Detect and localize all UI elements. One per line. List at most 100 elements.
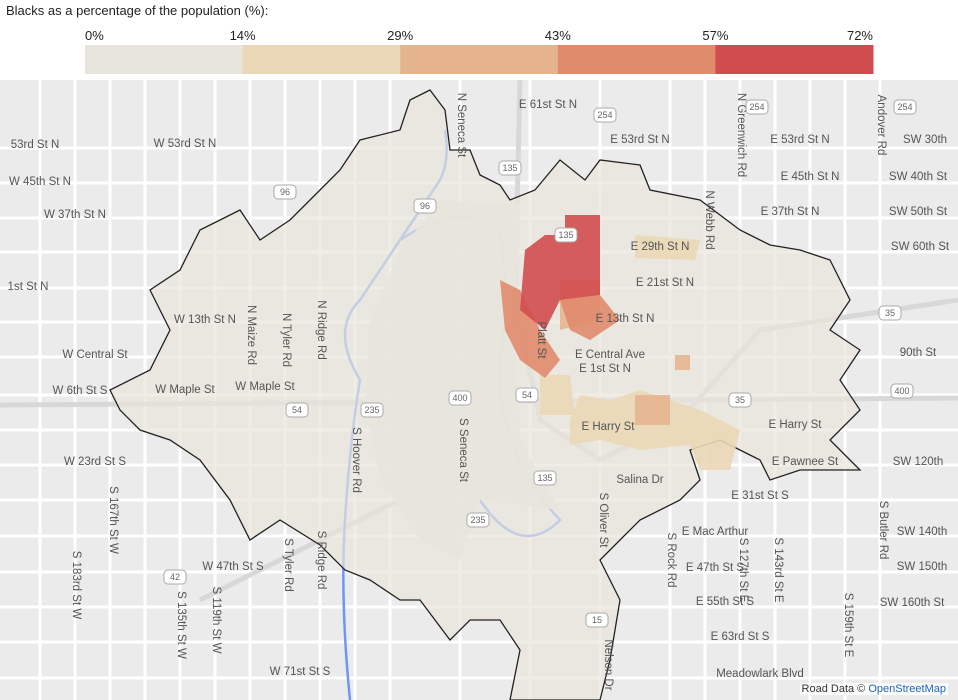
- route-number: 254: [749, 102, 764, 112]
- street-label: 1st St N: [8, 281, 49, 293]
- route-number: 400: [452, 393, 467, 403]
- street-label: Meadowlark Blvd: [716, 668, 804, 680]
- street-label: E 31st St S: [731, 490, 789, 502]
- tract: [570, 390, 740, 470]
- street-label: E Harry St: [768, 419, 822, 431]
- street-label: E 61st St N: [519, 99, 577, 111]
- route-number: 96: [280, 187, 290, 197]
- street-label: E Mac Arthur: [682, 526, 749, 538]
- street-label: E Harry St: [581, 421, 635, 433]
- route-shield: [593, 107, 617, 123]
- street-label: W Maple St: [155, 384, 215, 396]
- route-number: 235: [470, 515, 485, 525]
- street-label: SW 120th: [893, 456, 944, 468]
- street-label: E 63rd St S: [711, 631, 770, 643]
- route-shield: [585, 612, 609, 628]
- legend-bin: [85, 45, 244, 74]
- route-shield: [878, 305, 902, 321]
- legend-tick-label: 0%: [85, 28, 104, 43]
- street-label: E 13th St N: [596, 313, 655, 325]
- route-number: 96: [420, 201, 430, 211]
- street-label: S 167th St W: [107, 486, 119, 554]
- street-label: E 55th St S: [696, 596, 755, 608]
- route-number: 54: [292, 405, 302, 415]
- street-label: S Tyler Rd: [282, 538, 294, 591]
- street-label: S Butler Rd: [877, 501, 889, 560]
- route-shield: [285, 402, 309, 418]
- route-number: 15: [592, 615, 602, 625]
- street-label: E 53rd St N: [770, 134, 829, 146]
- route-shield: [893, 99, 917, 115]
- street-label: S 143rd St E: [772, 537, 784, 603]
- street-label: E 29th St N: [631, 241, 690, 253]
- legend-tick-label: 57%: [702, 28, 728, 43]
- route-shield: [273, 184, 297, 200]
- street-label: N Webb Rd: [703, 190, 715, 249]
- tracts: [365, 200, 740, 560]
- route-number: 135: [537, 473, 552, 483]
- street-label: N Ridge Rd: [315, 300, 327, 359]
- attribution: Road Data © OpenStreetMap: [799, 683, 948, 695]
- street-label: W 13th St N: [174, 314, 236, 326]
- street-label: SW 30th: [903, 134, 947, 146]
- street-labels: E 61st St N W 53rd St N 53rd St N E 53rd St…: [8, 93, 950, 691]
- route-shield: [728, 392, 752, 408]
- street-label: N Greenwich Rd: [735, 93, 747, 177]
- route-number: 400: [894, 386, 909, 396]
- street-label: 53rd St N: [11, 139, 60, 151]
- street-label: Platt St: [535, 321, 547, 359]
- route-number: 135: [558, 230, 573, 240]
- street-label: 90th St: [900, 347, 937, 359]
- street-label: W Maple St: [235, 381, 295, 393]
- street-label: W 37th St N: [44, 209, 106, 221]
- street-label: S 135th St W: [175, 591, 187, 659]
- street-label: S Seneca St: [457, 418, 469, 483]
- street-label: S Ridge Rd: [315, 531, 327, 590]
- route-shield: [498, 160, 522, 176]
- street-label: Salina Dr: [616, 474, 663, 486]
- street-label: S Rock Rd: [665, 533, 677, 588]
- attribution-link[interactable]: OpenStreetMap: [868, 683, 946, 695]
- street-label: N Maize Rd: [245, 305, 257, 365]
- street-label: E 37th St N: [761, 206, 820, 218]
- street-label: SW 60th St: [891, 241, 950, 253]
- route-shield: [360, 402, 384, 418]
- route-shield: [890, 383, 914, 399]
- legend-bin: [400, 45, 559, 74]
- attribution-text: Road Data ©: [801, 683, 866, 695]
- street-label: W 53rd St N: [154, 138, 217, 150]
- street-label: E 21st St N: [636, 277, 694, 289]
- street-label: S Oliver St: [597, 493, 609, 549]
- route-number: 42: [170, 572, 180, 582]
- route-shield: [554, 227, 578, 243]
- legend-bin: [715, 45, 874, 74]
- street-label: SW 150th: [897, 561, 948, 573]
- street-label: SW 140th: [897, 526, 948, 538]
- legend-tick-label: 29%: [387, 28, 413, 43]
- street-label: N Seneca St: [455, 93, 467, 158]
- tract: [635, 395, 670, 425]
- street-label: W 47th St S: [202, 561, 264, 573]
- route-number: 254: [897, 102, 912, 112]
- legend-bin: [242, 45, 401, 74]
- street-label: SW 40th St: [889, 171, 948, 183]
- street-label: E 53rd St N: [610, 134, 669, 146]
- street-label: E Central Ave: [575, 349, 645, 361]
- street-label: S 127th St E: [737, 538, 749, 603]
- tract: [635, 235, 700, 260]
- street-label: E 1st St N: [579, 363, 631, 375]
- route-number: 35: [735, 395, 745, 405]
- route-shield: [163, 569, 187, 585]
- route-shield: [448, 390, 472, 406]
- street-label: S 159th St E: [842, 593, 854, 658]
- legend-tick-label: 14%: [230, 28, 256, 43]
- route-number: 254: [597, 110, 612, 120]
- street-label: E 47th St S: [686, 562, 745, 574]
- legend-bin: [557, 45, 716, 74]
- route-shield: [466, 512, 490, 528]
- tract: [675, 355, 690, 370]
- legend-tick-label: 72%: [847, 28, 873, 43]
- route-shield: [745, 99, 769, 115]
- route-number: 35: [885, 308, 895, 318]
